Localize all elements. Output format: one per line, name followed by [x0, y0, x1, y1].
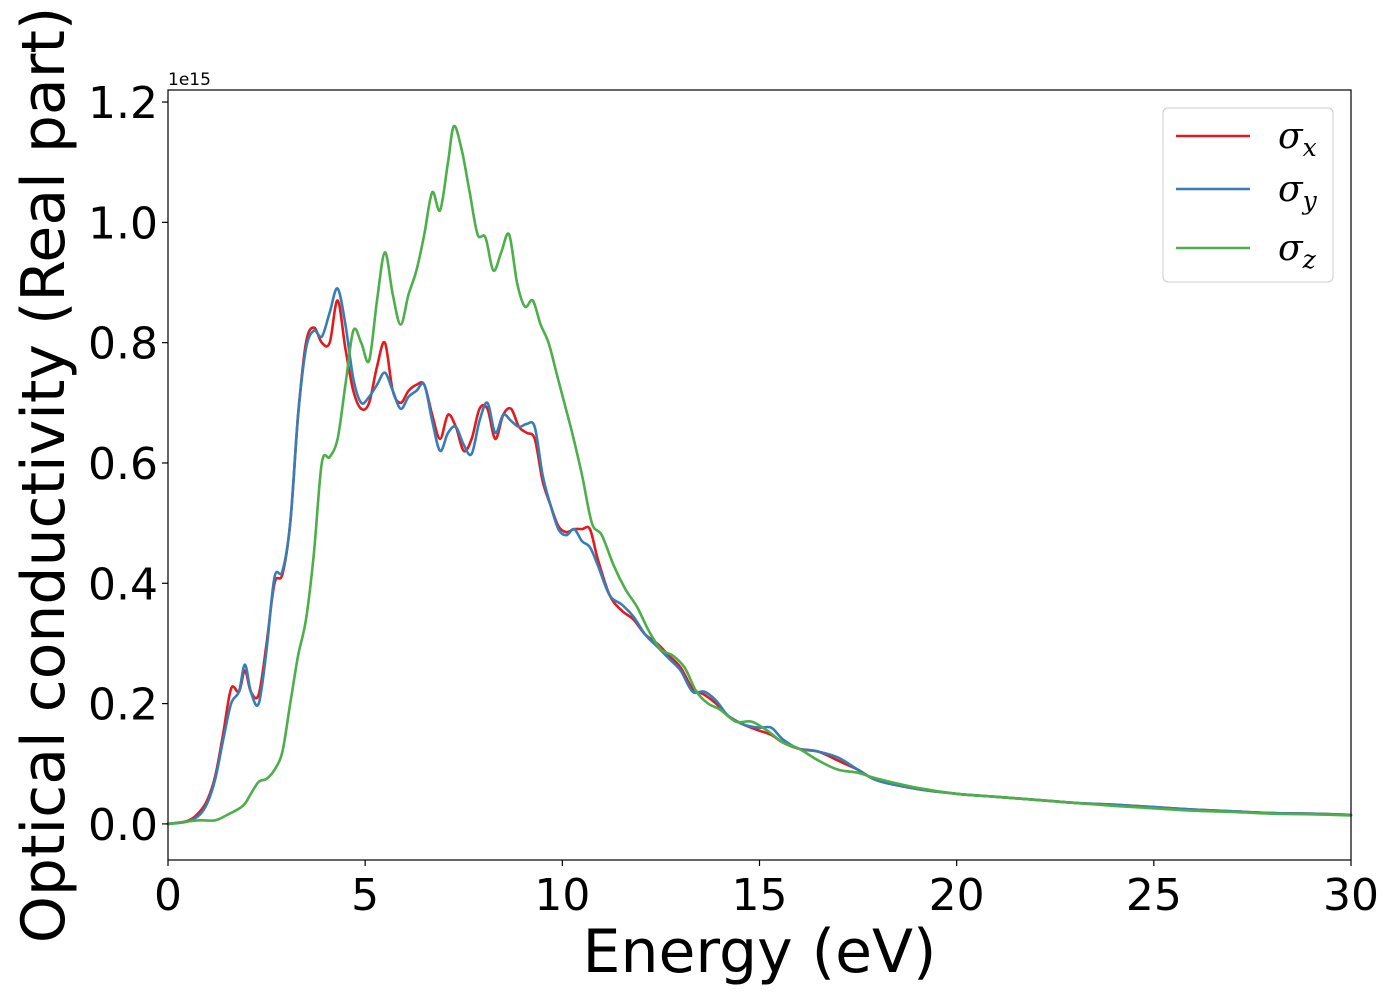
x-tick-label: 20: [929, 870, 985, 921]
y-offset-label: 1e15: [168, 70, 211, 90]
y-tick-label: 0.0: [88, 800, 158, 851]
x-tick-label: 25: [1126, 870, 1182, 921]
x-axis-title: Energy (eV): [583, 917, 937, 987]
x-tick-label: 5: [351, 870, 379, 921]
x-tick-label: 30: [1323, 870, 1379, 921]
legend-box: [1162, 107, 1334, 283]
y-tick-label: 1.0: [88, 198, 158, 249]
y-axis-title: Optical conductivity (Real part): [9, 7, 79, 944]
x-tick-label: 10: [534, 870, 590, 921]
legend-label-z: σz: [1278, 228, 1317, 274]
series-layer: [166, 124, 1353, 826]
y-tick-label: 0.8: [88, 319, 158, 370]
y-tick-label: 1.2: [88, 78, 158, 129]
x-tick-label: 15: [732, 870, 788, 921]
series-line-z: [166, 124, 1353, 826]
y-tick-label: 0.2: [88, 680, 158, 731]
y-axis-ticks: 0.0 0.2 0.4 0.6 0.8 1.0 1.2: [88, 78, 168, 851]
y-tick-label: 0.6: [88, 439, 158, 490]
y-tick-label: 0.4: [88, 559, 158, 610]
series-line-y: [166, 287, 1353, 826]
x-axis-ticks: 0 5 10 15 20 25 30: [154, 860, 1379, 921]
x-tick-label: 0: [154, 870, 182, 921]
